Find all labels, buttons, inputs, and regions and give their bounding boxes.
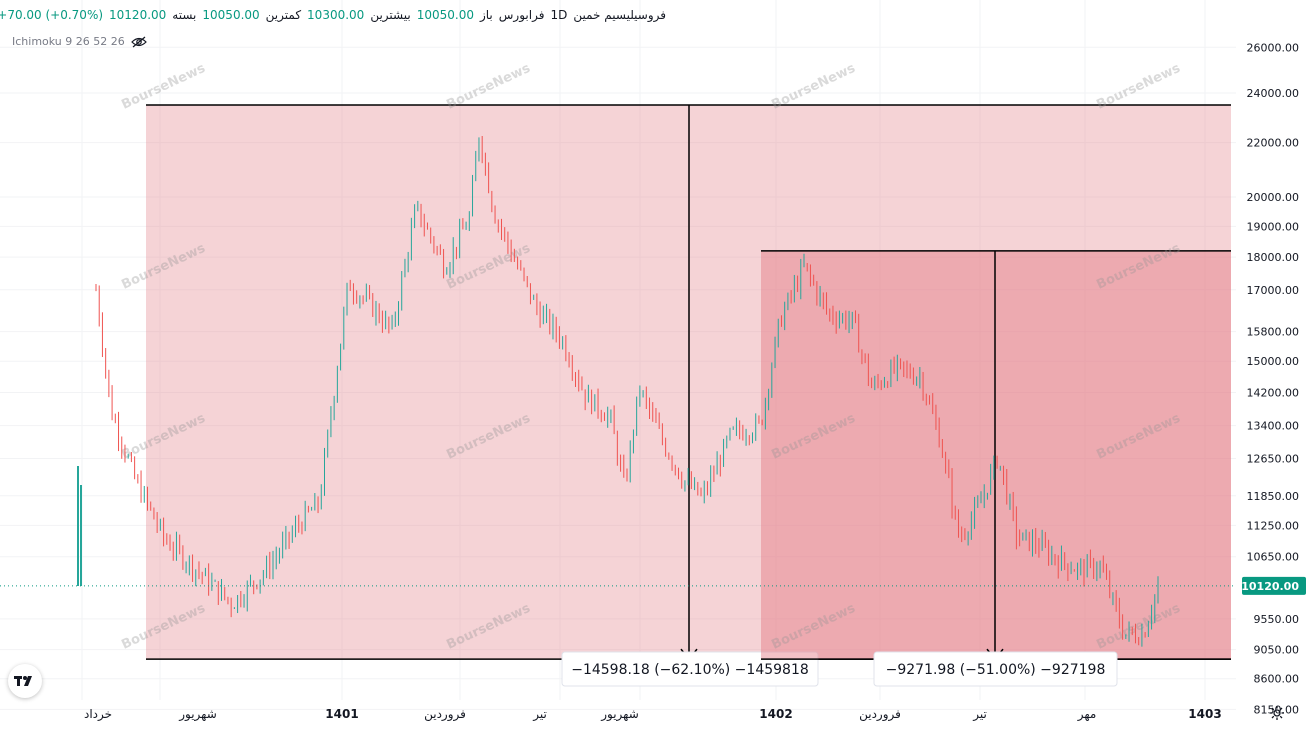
- x-tick-label: فروردین: [859, 707, 901, 722]
- x-tick-label: تیر: [972, 707, 987, 722]
- measure-label-box: [873, 651, 1118, 687]
- y-tick-label: 8600.00: [1254, 673, 1300, 686]
- x-tick-label: 1401: [325, 707, 358, 721]
- y-tick-label: 15000.00: [1247, 355, 1300, 368]
- tradingview-logo-icon[interactable]: [8, 664, 42, 698]
- y-tick-label: 24000.00: [1247, 87, 1300, 100]
- y-tick-label: 22000.00: [1247, 137, 1300, 150]
- x-tick-label: مهر: [1077, 707, 1097, 722]
- close-label: بسته: [172, 8, 197, 22]
- x-tick-label: 1403: [1188, 707, 1221, 721]
- y-tick-label: 17000.00: [1247, 284, 1300, 297]
- indicator-legend[interactable]: Ichimoku 9 26 52 26: [12, 35, 147, 48]
- measure-label: −14598.18 (−62.10%) −1459818: [571, 662, 809, 678]
- eye-crossed-icon[interactable]: [130, 36, 147, 48]
- high-value: 10300.00: [307, 8, 365, 22]
- x-tick-label: شهریور: [600, 707, 639, 722]
- y-tick-label: 14200.00: [1247, 387, 1300, 400]
- ohlc-header: فروسیلیسیم خمین 1D فرابورس باز 10050.00 …: [0, 8, 666, 22]
- y-tick-label: 11850.00: [1247, 490, 1300, 503]
- x-tick-label: 1402: [759, 707, 792, 721]
- symbol-name[interactable]: فروسیلیسیم خمین: [573, 8, 666, 22]
- open-value: 10050.00: [416, 8, 474, 22]
- y-tick-label: 9550.00: [1254, 613, 1300, 626]
- measure-label: −9271.98 (−51.00%) −927198: [886, 662, 1106, 678]
- y-tick-label: 9050.00: [1254, 644, 1300, 657]
- y-tick-label: 10650.00: [1247, 551, 1300, 564]
- low-value: 10050.00: [202, 8, 260, 22]
- low-label: کمترین: [265, 8, 302, 22]
- y-tick-label: 12650.00: [1247, 452, 1300, 465]
- measure-zone: [761, 250, 1231, 660]
- y-tick-label: 11250.00: [1247, 519, 1300, 532]
- exchange-label: فرابورس: [498, 8, 545, 22]
- y-tick-label: 20000.00: [1247, 191, 1300, 204]
- x-tick-label: فروردین: [424, 707, 466, 722]
- interval-label[interactable]: 1D: [550, 8, 568, 22]
- open-label: باز: [479, 8, 493, 22]
- y-tick-label: 26000.00: [1247, 41, 1300, 54]
- y-tick-label: 15800.00: [1247, 326, 1300, 339]
- y-tick-label: 19000.00: [1247, 220, 1300, 233]
- y-tick-label: 18000.00: [1247, 251, 1300, 264]
- measure-label-box: [561, 651, 819, 687]
- x-tick-label: شهریور: [178, 707, 217, 722]
- y-tick-label: 13400.00: [1247, 420, 1300, 433]
- close-value: 10120.00: [109, 8, 167, 22]
- x-tick-label: تیر: [532, 707, 547, 722]
- gear-icon[interactable]: [1269, 705, 1285, 721]
- candles: [95, 135, 1159, 647]
- high-label: بیشترین: [370, 8, 411, 22]
- last-price-box: [1242, 576, 1306, 595]
- last-price-label: 10120.00: [1241, 580, 1299, 593]
- x-tick-label: خرداد: [84, 707, 112, 722]
- change-value: +70.00 (+0.70%): [0, 8, 104, 22]
- indicator-label[interactable]: Ichimoku 9 26 52 26: [12, 35, 125, 48]
